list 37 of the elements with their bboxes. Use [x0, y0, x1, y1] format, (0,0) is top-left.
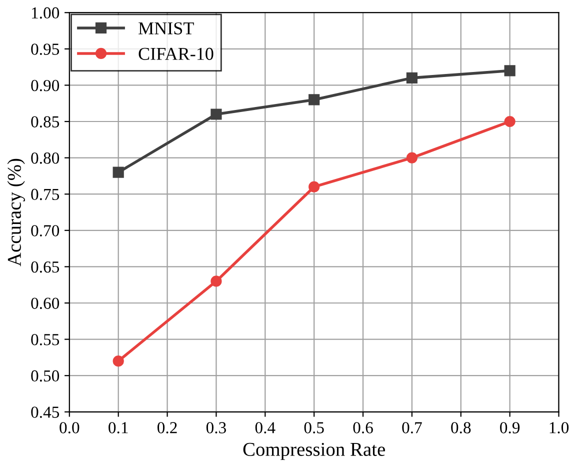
y-axis-title: Accuracy (%): [7, 158, 25, 266]
x-tick-label: 0.5: [304, 422, 324, 434]
legend-label: CIFAR-10: [138, 48, 214, 60]
y-tick-label: 0.45: [31, 406, 60, 418]
x-axis-title: Compression Rate: [243, 442, 385, 460]
y-tick-label: 0.90: [31, 80, 60, 92]
point: [504, 116, 516, 128]
y-tick-label: 0.70: [31, 225, 60, 236]
x-tick-label: 0.7: [402, 422, 422, 434]
y-tick-label: 0.60: [31, 298, 60, 310]
point: [308, 181, 320, 192]
point: [406, 72, 418, 84]
y-tick-label: 0.55: [31, 334, 60, 346]
y-tick-label: 0.75: [31, 188, 60, 200]
y-tick-label: 0.50: [31, 370, 60, 382]
x-tick-label: 0.1: [108, 422, 128, 434]
x-tick-label: 0.0: [60, 422, 80, 434]
y-tick-label: 0.95: [31, 44, 60, 55]
point: [112, 356, 124, 367]
y-tick-label: 0.65: [31, 261, 60, 273]
point: [308, 94, 320, 106]
legend-label: MNIST: [138, 22, 194, 34]
y-tick-label: 0.85: [31, 116, 60, 128]
y-tick-label: 0.80: [31, 152, 60, 164]
x-tick-label: 0.2: [158, 422, 177, 434]
x-tick-label: 1.0: [550, 422, 569, 434]
point: [112, 166, 124, 178]
y-tick-label: 1.00: [32, 7, 60, 19]
point: [210, 108, 222, 120]
point: [504, 65, 516, 76]
x-tick-label: 0.9: [500, 422, 520, 434]
point: [210, 276, 222, 287]
x-tick-label: 0.8: [451, 422, 471, 434]
x-tick-label: 0.4: [255, 422, 276, 434]
x-tick-label: 0.6: [353, 422, 373, 434]
point: [406, 152, 418, 164]
x-tick-label: 0.3: [206, 422, 226, 434]
